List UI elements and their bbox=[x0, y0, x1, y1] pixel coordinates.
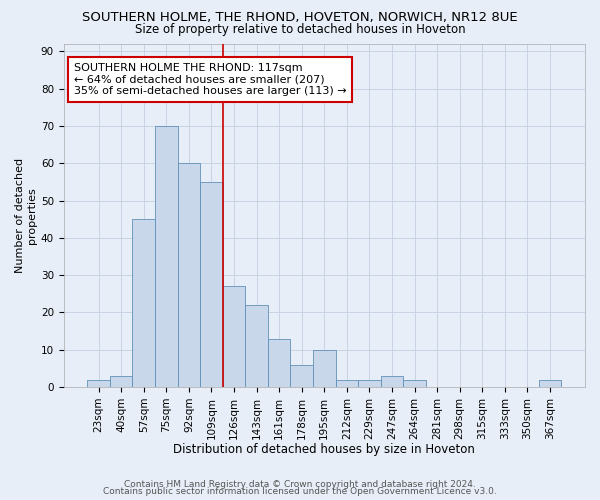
Text: Contains HM Land Registry data © Crown copyright and database right 2024.: Contains HM Land Registry data © Crown c… bbox=[124, 480, 476, 489]
Bar bbox=[539, 380, 562, 387]
Bar bbox=[313, 350, 335, 387]
Text: SOUTHERN HOLME, THE RHOND, HOVETON, NORWICH, NR12 8UE: SOUTHERN HOLME, THE RHOND, HOVETON, NORW… bbox=[82, 11, 518, 24]
Bar bbox=[381, 376, 403, 387]
Bar bbox=[88, 380, 110, 387]
Bar bbox=[155, 126, 178, 387]
Y-axis label: Number of detached
properties: Number of detached properties bbox=[15, 158, 37, 273]
Bar bbox=[200, 182, 223, 387]
Text: Size of property relative to detached houses in Hoveton: Size of property relative to detached ho… bbox=[134, 22, 466, 36]
Text: Contains public sector information licensed under the Open Government Licence v3: Contains public sector information licen… bbox=[103, 487, 497, 496]
Bar bbox=[178, 164, 200, 387]
Bar bbox=[133, 219, 155, 387]
Text: SOUTHERN HOLME THE RHOND: 117sqm
← 64% of detached houses are smaller (207)
35% : SOUTHERN HOLME THE RHOND: 117sqm ← 64% o… bbox=[74, 63, 347, 96]
Bar bbox=[290, 364, 313, 387]
Bar bbox=[223, 286, 245, 387]
Bar bbox=[268, 338, 290, 387]
Bar bbox=[245, 305, 268, 387]
Bar bbox=[335, 380, 358, 387]
Bar bbox=[110, 376, 133, 387]
Bar bbox=[403, 380, 426, 387]
Bar bbox=[358, 380, 381, 387]
X-axis label: Distribution of detached houses by size in Hoveton: Distribution of detached houses by size … bbox=[173, 443, 475, 456]
